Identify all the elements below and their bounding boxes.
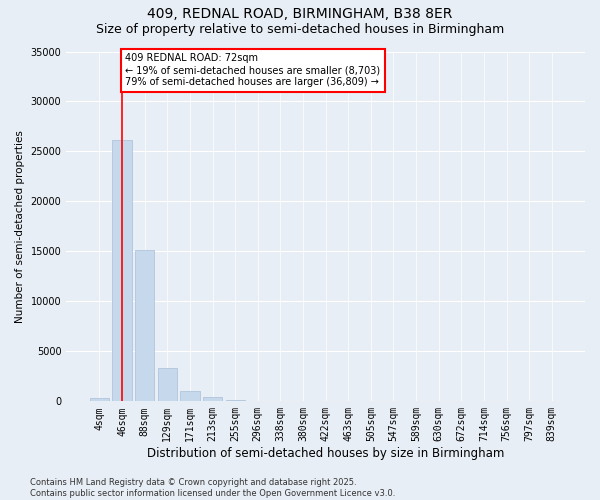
Bar	[181, 391, 200, 402]
X-axis label: Distribution of semi-detached houses by size in Birmingham: Distribution of semi-detached houses by …	[147, 447, 505, 460]
Y-axis label: Number of semi-detached properties: Number of semi-detached properties	[15, 130, 25, 323]
Text: Contains HM Land Registry data © Crown copyright and database right 2025.
Contai: Contains HM Land Registry data © Crown c…	[30, 478, 395, 498]
Text: Size of property relative to semi-detached houses in Birmingham: Size of property relative to semi-detach…	[96, 22, 504, 36]
Bar	[90, 398, 109, 402]
Bar	[112, 140, 132, 402]
Bar	[158, 368, 177, 402]
Text: 409 REDNAL ROAD: 72sqm
← 19% of semi-detached houses are smaller (8,703)
79% of : 409 REDNAL ROAD: 72sqm ← 19% of semi-det…	[125, 54, 380, 86]
Bar	[226, 400, 245, 402]
Text: 409, REDNAL ROAD, BIRMINGHAM, B38 8ER: 409, REDNAL ROAD, BIRMINGHAM, B38 8ER	[148, 8, 452, 22]
Bar	[135, 250, 154, 402]
Bar	[203, 397, 222, 402]
